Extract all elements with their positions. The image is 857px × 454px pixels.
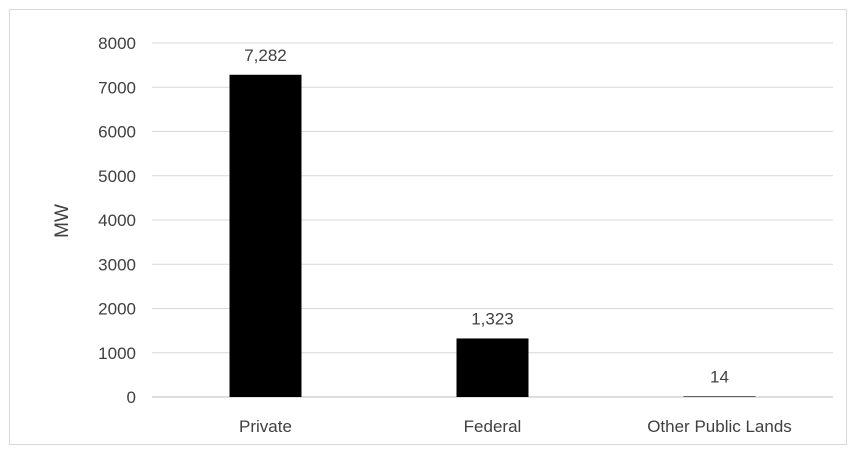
y-tick-label: 8000 — [98, 34, 136, 53]
chart-frame — [9, 9, 847, 445]
y-axis-ticks: 0 1000 2000 3000 4000 5000 6000 7000 8000 — [98, 34, 136, 407]
bar-other-public-lands — [683, 396, 756, 397]
bar-private — [229, 74, 302, 398]
data-label: 14 — [710, 367, 729, 386]
bars — [229, 74, 756, 398]
x-category-label: Other Public Lands — [647, 417, 792, 436]
y-tick-label: 3000 — [98, 255, 136, 274]
y-tick-label: 4000 — [98, 211, 136, 230]
y-tick-label: 1000 — [98, 344, 136, 363]
data-labels: 7,282 1,323 14 — [244, 46, 729, 387]
x-category-label: Private — [239, 417, 292, 436]
bar-federal — [456, 338, 529, 397]
y-tick-label: 7000 — [98, 78, 136, 97]
y-tick-label: 5000 — [98, 167, 136, 186]
data-label: 1,323 — [471, 309, 514, 328]
y-tick-label: 6000 — [98, 123, 136, 142]
x-category-label: Federal — [464, 417, 522, 436]
data-label: 7,282 — [244, 46, 287, 65]
y-axis-title: MW — [52, 204, 73, 238]
y-tick-label: 0 — [127, 388, 136, 407]
x-axis-categories: Private Federal Other Public Lands — [239, 417, 792, 436]
y-tick-label: 2000 — [98, 300, 136, 319]
